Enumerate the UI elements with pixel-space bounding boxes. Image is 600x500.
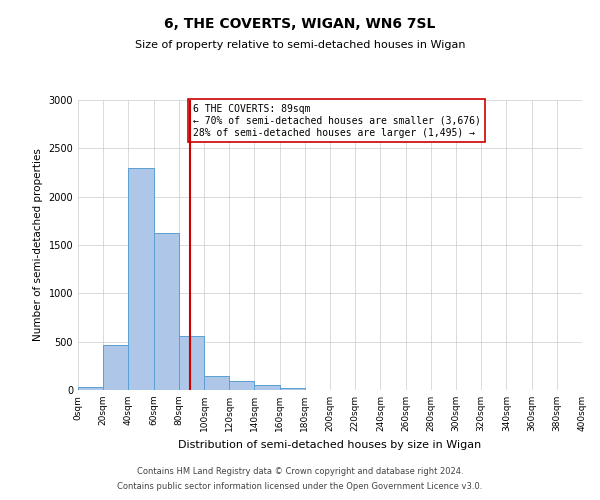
Bar: [103, 344, 128, 390]
Bar: [179, 336, 204, 390]
X-axis label: Distribution of semi-detached houses by size in Wigan: Distribution of semi-detached houses by …: [178, 440, 482, 450]
Bar: [78, 387, 103, 390]
Text: 6, THE COVERTS, WIGAN, WN6 7SL: 6, THE COVERTS, WIGAN, WN6 7SL: [164, 18, 436, 32]
Bar: [154, 234, 179, 390]
Y-axis label: Number of semi-detached properties: Number of semi-detached properties: [33, 148, 43, 342]
Bar: [128, 168, 154, 390]
Text: 6 THE COVERTS: 89sqm
← 70% of semi-detached houses are smaller (3,676)
28% of se: 6 THE COVERTS: 89sqm ← 70% of semi-detac…: [193, 104, 481, 138]
Bar: [254, 385, 280, 390]
Bar: [204, 376, 229, 390]
Text: Contains HM Land Registry data © Crown copyright and database right 2024.: Contains HM Land Registry data © Crown c…: [137, 467, 463, 476]
Bar: [229, 382, 254, 390]
Text: Size of property relative to semi-detached houses in Wigan: Size of property relative to semi-detach…: [135, 40, 465, 50]
Text: Contains public sector information licensed under the Open Government Licence v3: Contains public sector information licen…: [118, 482, 482, 491]
Bar: [280, 388, 305, 390]
